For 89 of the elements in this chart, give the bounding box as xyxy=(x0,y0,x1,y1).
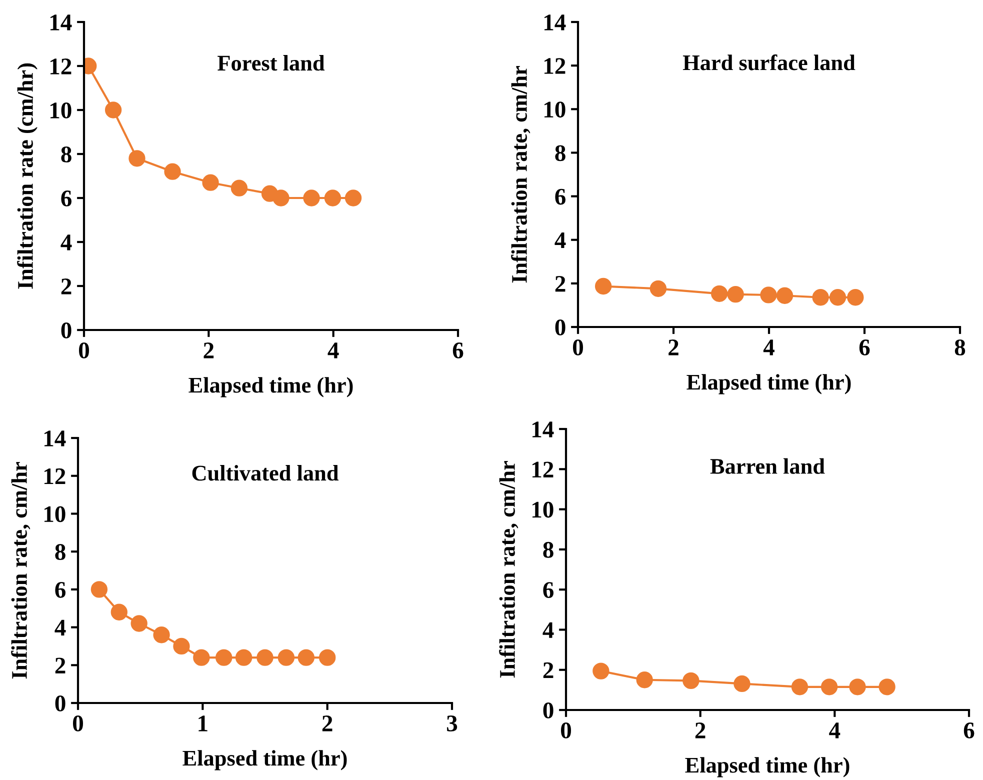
x-tick-label: 1 xyxy=(198,716,208,732)
y-tick-label: 4 xyxy=(54,620,66,636)
y-tick-label: 10 xyxy=(50,102,72,118)
x-tick-label: 3 xyxy=(446,716,458,732)
x-axis-title: Elapsed time (hr) xyxy=(182,750,347,770)
text: Barren land xyxy=(710,458,825,474)
point xyxy=(303,190,320,206)
y-tick-label: 6 xyxy=(555,188,566,205)
y-tick-label: 6 xyxy=(55,582,66,598)
x-tick-label: 6 xyxy=(452,342,464,358)
point xyxy=(104,102,122,118)
y-tick-label: 10 xyxy=(532,502,554,518)
x-axis-title: Elapsed time (hr) xyxy=(685,757,850,778)
x-tick-label: 2 xyxy=(204,342,214,358)
y-tick-label: 12 xyxy=(44,468,66,484)
y-tick-label: 2 xyxy=(61,278,72,294)
y-tick-label: 2 xyxy=(543,662,554,678)
y-tick-label: 0 xyxy=(55,695,66,712)
y-tick-label: 4 xyxy=(542,622,554,638)
point xyxy=(636,672,653,688)
y-tick-label: 8 xyxy=(61,146,72,162)
point xyxy=(734,675,750,692)
y-axis-title: Infiltration rate, cm/hr xyxy=(11,462,30,679)
point xyxy=(230,180,248,196)
y-tick-label: 14 xyxy=(50,14,72,30)
point xyxy=(791,678,808,696)
point xyxy=(202,174,219,191)
y-tick-label: 14 xyxy=(44,430,66,446)
x-tick-label: 4 xyxy=(829,722,840,738)
text: Forest land xyxy=(218,55,325,71)
y-tick-label: 2 xyxy=(55,658,66,674)
x-tick-label: 4 xyxy=(328,342,339,358)
y-tick-label: 8 xyxy=(555,145,566,162)
point xyxy=(278,649,295,666)
x-tick-label: 4 xyxy=(763,340,774,356)
x-axis-title: Elapsed time (hr) xyxy=(188,377,353,398)
point xyxy=(820,678,838,696)
x-tick-label: 8 xyxy=(954,339,966,356)
point xyxy=(344,190,362,206)
y-axis-title: Infiltration rate, cm/hr xyxy=(511,66,530,283)
point xyxy=(90,581,108,598)
point xyxy=(193,649,210,666)
point xyxy=(849,678,866,696)
point xyxy=(256,649,274,666)
y-tick-label: 8 xyxy=(55,544,66,560)
y-tick-label: 0 xyxy=(555,319,566,336)
x-tick-label: 6 xyxy=(964,722,974,738)
text: Cultivated land xyxy=(192,465,339,481)
point xyxy=(164,163,181,180)
y-tick-label: 6 xyxy=(543,582,554,598)
y-tick-label: 2 xyxy=(555,276,566,292)
y-tick-label: 6 xyxy=(61,190,72,206)
point xyxy=(878,678,896,696)
text: Hard surface land xyxy=(682,54,856,70)
x-axis-title: Elapsed time (hr) xyxy=(686,374,851,394)
x-tick-label: 0 xyxy=(78,342,90,358)
y-tick-label: 12 xyxy=(544,58,566,74)
y-axis-title: Infiltration rate, cm/hr xyxy=(499,461,518,678)
y-tick-label: 0 xyxy=(543,702,554,718)
point xyxy=(216,649,232,666)
y-axis-title: Infiltration rate (cm/hr) xyxy=(17,63,38,289)
point xyxy=(324,190,342,206)
y-tick-label: 0 xyxy=(61,322,72,338)
point xyxy=(298,649,314,666)
point xyxy=(592,662,610,680)
x-tick-label: 0 xyxy=(72,715,84,732)
x-tick-label: 2 xyxy=(695,722,706,738)
y-tick-label: 4 xyxy=(554,232,566,248)
x-tick-label: 0 xyxy=(572,339,584,356)
x-tick-label: 6 xyxy=(859,340,870,356)
point xyxy=(682,672,700,690)
point xyxy=(272,190,290,206)
y-tick-label: 14 xyxy=(544,14,566,30)
point xyxy=(173,638,190,655)
point xyxy=(130,615,148,632)
x-tick-label: 2 xyxy=(322,716,332,732)
y-tick-label: 4 xyxy=(60,234,72,250)
point xyxy=(128,150,146,167)
y-tick-label: 8 xyxy=(543,542,554,558)
y-tick-label: 12 xyxy=(50,58,72,74)
y-tick-label: 10 xyxy=(544,102,566,118)
point xyxy=(110,604,128,620)
y-tick-label: 12 xyxy=(532,462,554,478)
y-tick-label: 10 xyxy=(44,506,66,522)
y-tick-label: 14 xyxy=(532,422,554,438)
point xyxy=(153,626,170,644)
point xyxy=(235,649,252,666)
point xyxy=(319,649,336,666)
x-tick-label: 2 xyxy=(668,340,678,356)
